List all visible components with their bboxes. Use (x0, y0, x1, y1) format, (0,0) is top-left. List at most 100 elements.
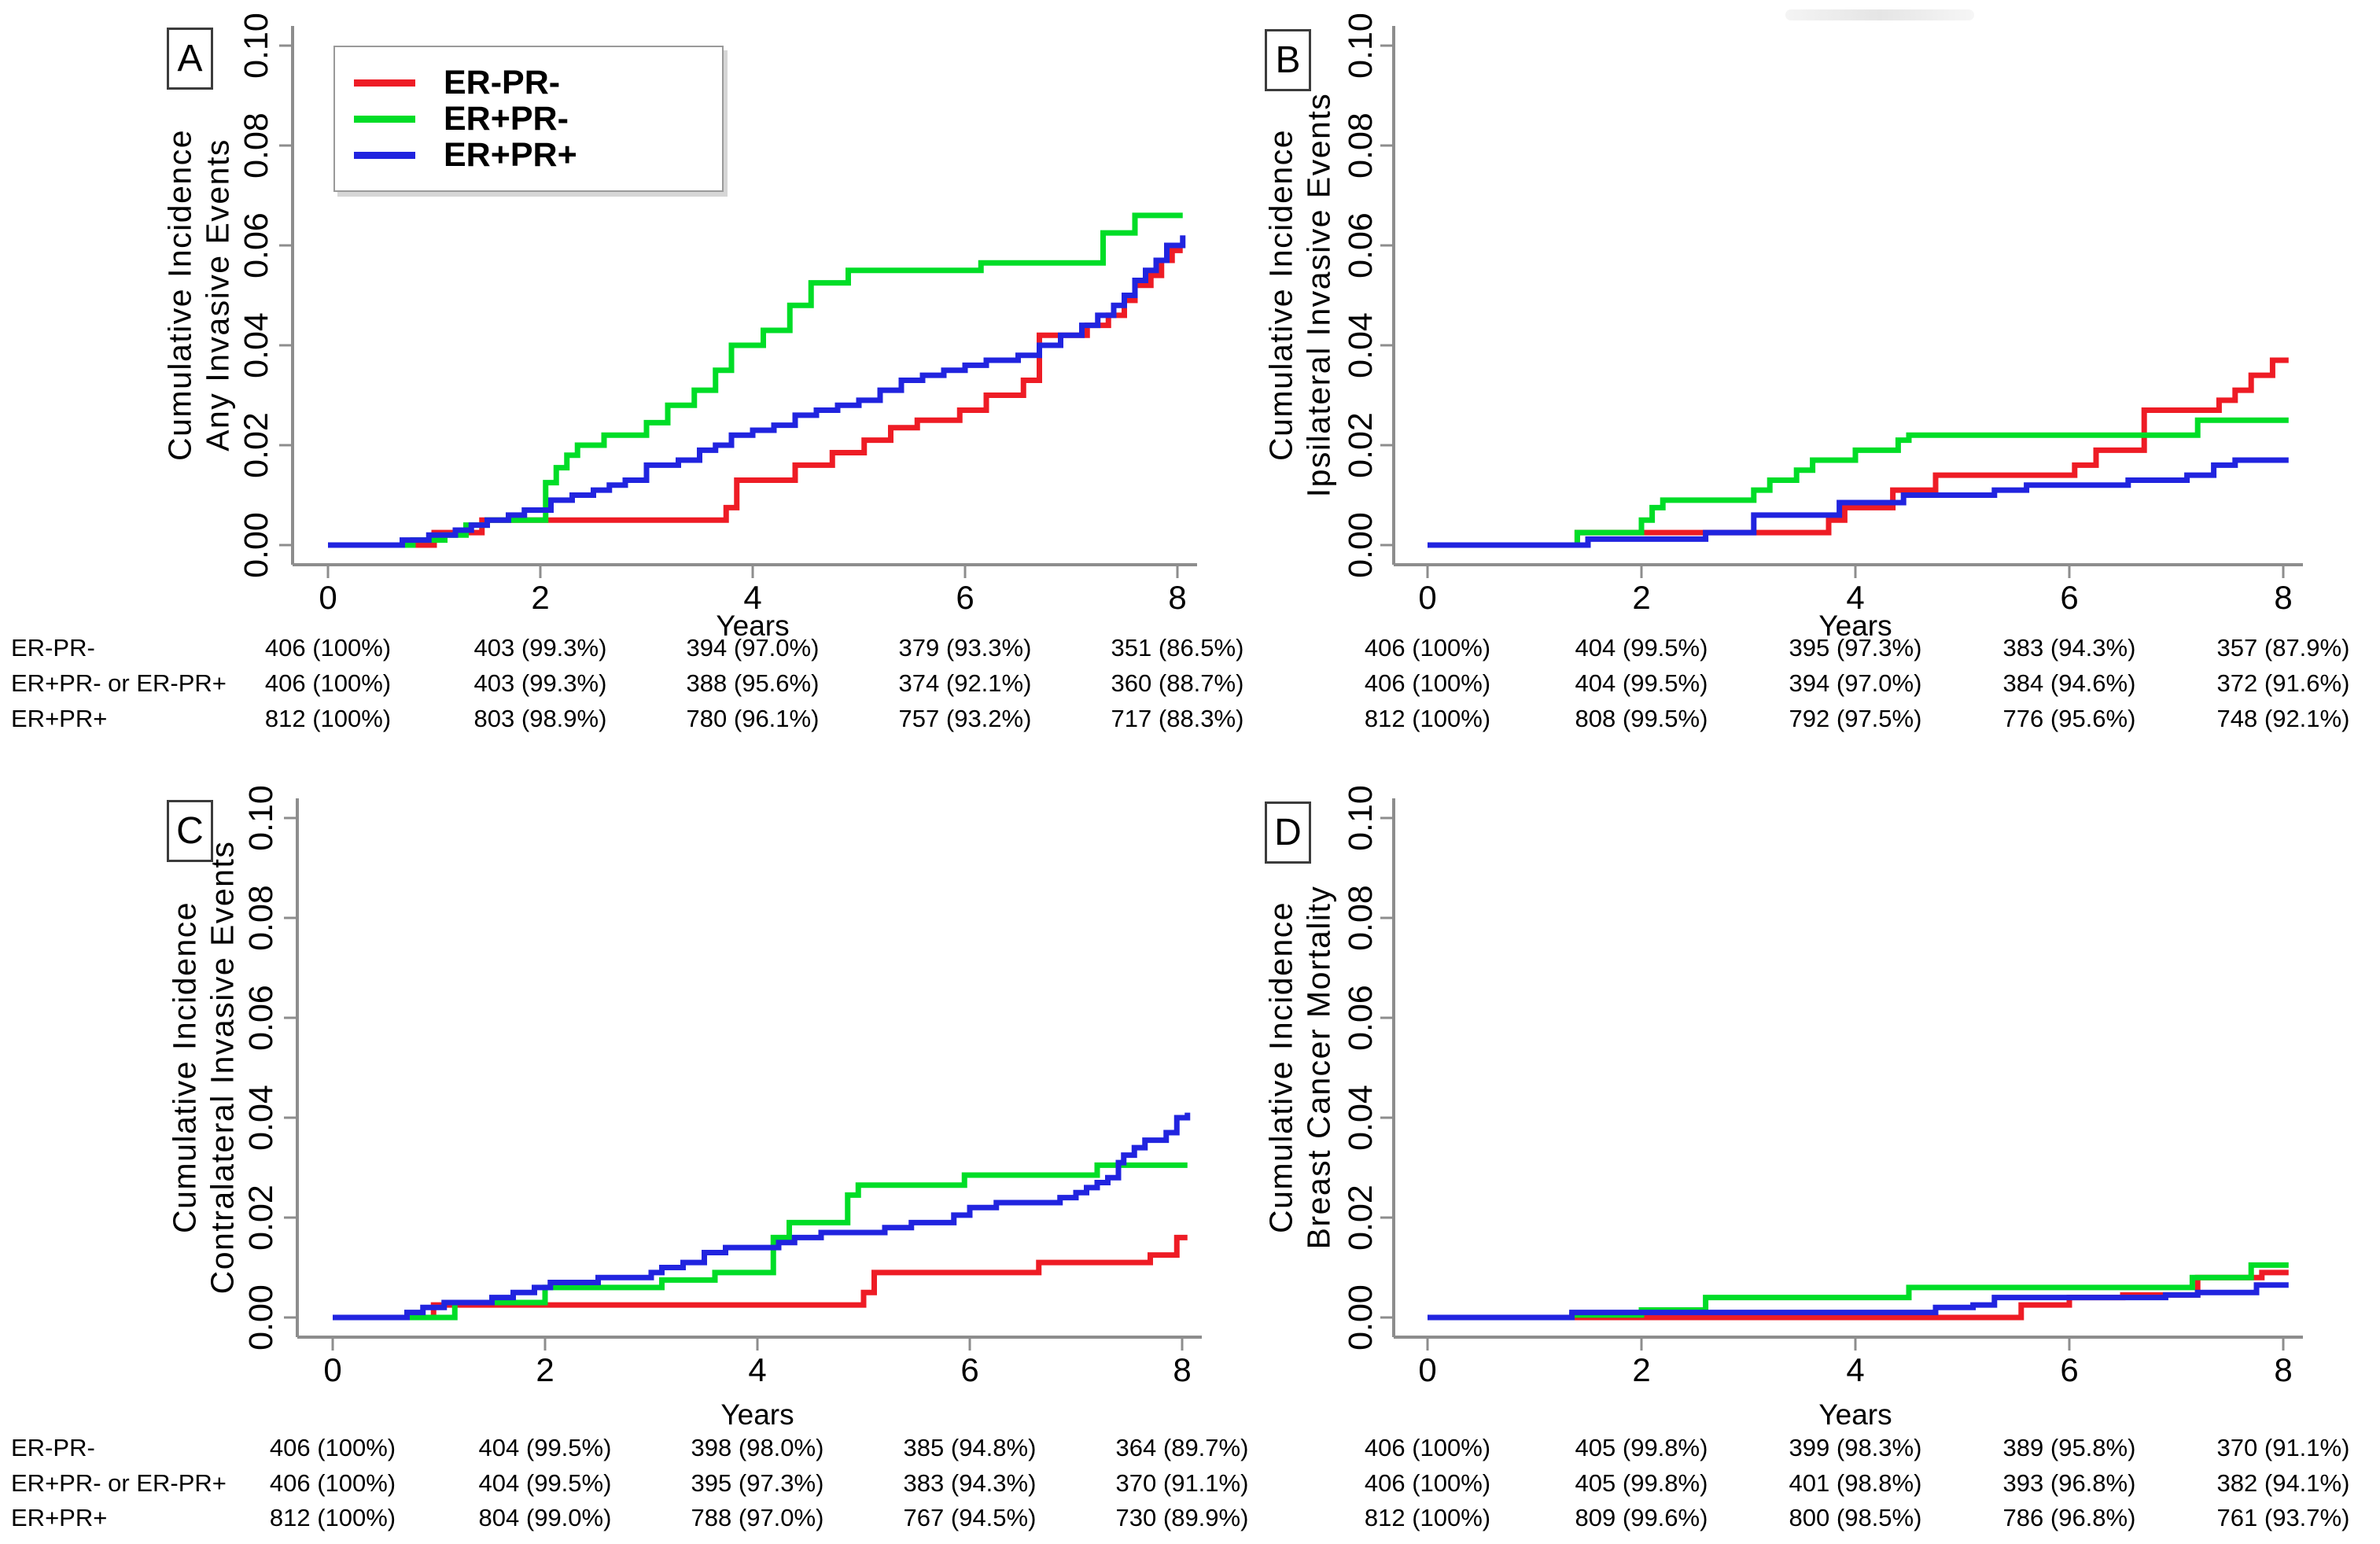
risk-cell: 812 (100%) (1364, 1504, 1491, 1531)
risk-cell: 748 (92.1%) (2216, 705, 2350, 732)
panel-c-letter: C (167, 800, 213, 862)
risk-row-label: ER-PR- (11, 1434, 95, 1461)
x-tick-label: 6 (2060, 1351, 2078, 1388)
legend-line-blue-icon (354, 151, 415, 159)
risk-cell: 717 (88.3%) (1111, 705, 1244, 732)
risk-cell: 357 (87.9%) (2216, 634, 2350, 661)
panel-d-ylabel-line1: Cumulative Incidence (1262, 901, 1299, 1233)
x-tick-label: 6 (956, 579, 974, 616)
risk-cell: 406 (100%) (264, 669, 392, 697)
y-tick-label: 0.10 (242, 785, 280, 851)
panel-d-xlabel: Years (1818, 1398, 1892, 1431)
curve-ER+PR+ (333, 1112, 1191, 1321)
x-tick-label: 2 (536, 1351, 554, 1388)
panel-a-ylabel-line2: Any Invasive Events (199, 138, 236, 451)
risk-cell: 406 (100%) (1364, 634, 1491, 661)
y-tick-label: 0.08 (1342, 885, 1380, 951)
risk-cell: 393 (96.8%) (2002, 1469, 2136, 1497)
panel-a-ylabel-line1: Cumulative Incidence (161, 129, 198, 461)
y-tick-label: 0.00 (242, 1284, 280, 1351)
risk-cell: 403 (99.3%) (473, 634, 607, 661)
risk-cell: 364 (89.7%) (1115, 1434, 1249, 1461)
risk-cell: 395 (97.3%) (1789, 634, 1922, 661)
x-tick-label: 8 (2274, 579, 2292, 616)
y-tick-label: 0.02 (1342, 1185, 1380, 1251)
panel-c-ylabel-line1: Cumulative Incidence (166, 901, 203, 1233)
risk-cell: 803 (98.9%) (473, 705, 607, 732)
curve-ER-PR- (328, 247, 1183, 548)
curve-ER+PR+ (1428, 1282, 2289, 1321)
x-tick-label: 4 (1846, 1351, 1864, 1388)
x-tick-label: 4 (1846, 579, 1864, 616)
risk-cell: 761 (93.7%) (2216, 1504, 2350, 1531)
risk-cell: 792 (97.5%) (1789, 705, 1922, 732)
risk-cell: 360 (88.7%) (1111, 669, 1244, 697)
risk-cell: 406 (100%) (1364, 669, 1491, 697)
legend: ER-PR- ER+PR- ER+PR+ (333, 46, 724, 192)
curve-ER+PR- (333, 1162, 1188, 1321)
risk-cell: 383 (94.3%) (903, 1469, 1037, 1497)
risk-cell: 394 (97.0%) (686, 634, 820, 661)
y-tick-label: 0.08 (1342, 112, 1380, 179)
risk-cell: 808 (99.5%) (1575, 705, 1708, 732)
x-tick-label: 0 (323, 1351, 341, 1388)
risk-cell: 780 (96.1%) (686, 705, 820, 732)
x-tick-label: 8 (2274, 1351, 2292, 1388)
y-tick-label: 0.08 (238, 112, 275, 179)
risk-cell: 788 (97.0%) (691, 1504, 824, 1531)
risk-cell: 812 (100%) (264, 705, 392, 732)
x-tick-label: 4 (743, 579, 761, 616)
risk-cell: 394 (97.0%) (1789, 669, 1922, 697)
risk-cell: 372 (91.6%) (2216, 669, 2350, 697)
x-tick-label: 8 (1173, 1351, 1191, 1388)
legend-label: ER-PR- (444, 63, 561, 101)
x-tick-label: 0 (1418, 579, 1436, 616)
risk-cell: 405 (99.8%) (1575, 1469, 1708, 1497)
risk-row-label: ER-PR- (11, 634, 95, 661)
x-tick-label: 6 (2060, 579, 2078, 616)
y-tick-label: 0.06 (1342, 985, 1380, 1051)
legend-item-er-pos-pr-pos: ER+PR+ (335, 136, 722, 174)
risk-cell: 804 (99.0%) (478, 1504, 612, 1531)
x-tick-label: 8 (1168, 579, 1186, 616)
risk-cell: 351 (86.5%) (1111, 634, 1244, 661)
y-tick-label: 0.00 (1342, 1284, 1380, 1351)
risk-row-label: ER+PR- or ER-PR+ (11, 1469, 227, 1497)
risk-cell: 786 (96.8%) (2002, 1504, 2136, 1531)
y-tick-label: 0.00 (238, 512, 275, 578)
risk-cell: 406 (100%) (1364, 1434, 1491, 1461)
y-tick-label: 0.10 (238, 13, 275, 79)
panel-a-letter: A (167, 28, 213, 90)
risk-cell: 767 (94.5%) (903, 1504, 1037, 1531)
y-tick-label: 0.06 (238, 212, 275, 278)
y-tick-label: 0.04 (1342, 1085, 1380, 1151)
y-tick-label: 0.02 (242, 1185, 280, 1251)
y-tick-label: 0.06 (1342, 212, 1380, 278)
risk-cell: 776 (95.6%) (2002, 705, 2136, 732)
legend-item-er-pos-pr-neg: ER+PR- (335, 100, 722, 138)
curve-ER+PR+ (328, 235, 1186, 548)
y-tick-label: 0.06 (242, 985, 280, 1051)
risk-cell: 404 (99.5%) (1575, 634, 1708, 661)
x-tick-label: 2 (1632, 1351, 1650, 1388)
risk-cell: 406 (100%) (269, 1469, 396, 1497)
x-tick-label: 2 (1632, 579, 1650, 616)
panel-d-letter: D (1265, 801, 1311, 864)
risk-cell: 403 (99.3%) (473, 669, 607, 697)
risk-cell: 382 (94.1%) (2216, 1469, 2350, 1497)
panel-c-xlabel: Years (720, 1398, 794, 1431)
risk-cell: 374 (92.1%) (898, 669, 1032, 697)
panel-b-ylabel-line1: Cumulative Incidence (1262, 129, 1299, 461)
risk-row-label: ER+PR+ (11, 1504, 108, 1531)
y-tick-label: 0.02 (1342, 412, 1380, 478)
risk-cell: 395 (97.3%) (691, 1469, 824, 1497)
curve-ER+PR+ (1428, 457, 2289, 548)
risk-cell: 383 (94.3%) (2002, 634, 2136, 661)
risk-cell: 398 (98.0%) (691, 1434, 824, 1461)
panel-c-ylabel-line2: Contralateral Invasive Events (204, 840, 241, 1295)
risk-cell: 809 (99.6%) (1575, 1504, 1708, 1531)
y-tick-label: 0.02 (238, 412, 275, 478)
risk-cell: 370 (91.1%) (2216, 1434, 2350, 1461)
y-tick-label: 0.04 (242, 1085, 280, 1151)
